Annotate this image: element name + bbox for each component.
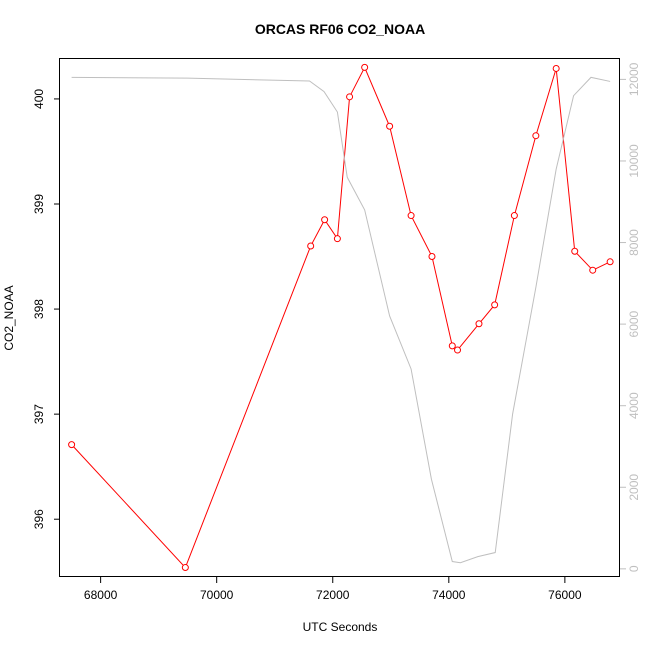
y-tick-label: 398 bbox=[32, 299, 46, 319]
x-tick-label: 74000 bbox=[432, 588, 466, 602]
data-point bbox=[428, 253, 436, 261]
y-tick-label: 397 bbox=[32, 404, 46, 424]
y-tick-label: 400 bbox=[32, 89, 46, 109]
series-line-right-axis bbox=[71, 76, 611, 564]
data-point bbox=[68, 441, 76, 449]
data-point bbox=[491, 301, 499, 309]
y2-tick-label: 8000 bbox=[627, 229, 641, 256]
y-axis-label: CO2_NOAA bbox=[2, 285, 16, 350]
y-tick-label: 399 bbox=[32, 194, 46, 214]
x-tick-label: 76000 bbox=[548, 588, 582, 602]
data-point bbox=[606, 258, 614, 266]
data-point bbox=[307, 242, 315, 250]
series-layer bbox=[68, 63, 614, 572]
plot-frame bbox=[59, 58, 620, 577]
data-point bbox=[571, 247, 579, 255]
series-line-co2 bbox=[71, 66, 611, 569]
data-point bbox=[407, 212, 415, 220]
data-point bbox=[454, 346, 462, 354]
data-point bbox=[386, 122, 394, 130]
y2-tick-label: 10000 bbox=[627, 144, 641, 178]
chart-title: ORCAS RF06 CO2_NOAA bbox=[255, 21, 425, 37]
y-tick-label: 396 bbox=[32, 509, 46, 529]
data-point bbox=[361, 63, 369, 71]
y2-tick-label: 12000 bbox=[627, 62, 641, 96]
y-axis-right: 0 2000 4000 6000 8000 10000 12000 bbox=[620, 62, 641, 572]
data-point bbox=[333, 235, 341, 243]
data-point bbox=[448, 342, 456, 350]
data-point bbox=[552, 64, 560, 72]
x-tick-label: 72000 bbox=[316, 588, 350, 602]
data-point bbox=[510, 212, 518, 220]
y2-tick-label: 4000 bbox=[627, 392, 641, 419]
x-tick-label: 70000 bbox=[200, 588, 234, 602]
y2-tick-label: 0 bbox=[627, 565, 641, 572]
x-axis-label: UTC Seconds bbox=[303, 620, 378, 634]
x-axis: 68000 70000 72000 74000 76000 bbox=[84, 577, 582, 602]
data-point bbox=[589, 266, 597, 274]
data-point bbox=[181, 564, 189, 572]
y2-tick-label: 6000 bbox=[627, 310, 641, 337]
data-point bbox=[346, 93, 354, 101]
data-point bbox=[532, 132, 540, 140]
y-axis-left: 396 397 398 399 400 bbox=[32, 89, 60, 529]
x-tick-label: 68000 bbox=[84, 588, 118, 602]
data-point bbox=[475, 320, 483, 328]
data-point bbox=[321, 216, 329, 224]
y2-tick-label: 2000 bbox=[627, 474, 641, 501]
